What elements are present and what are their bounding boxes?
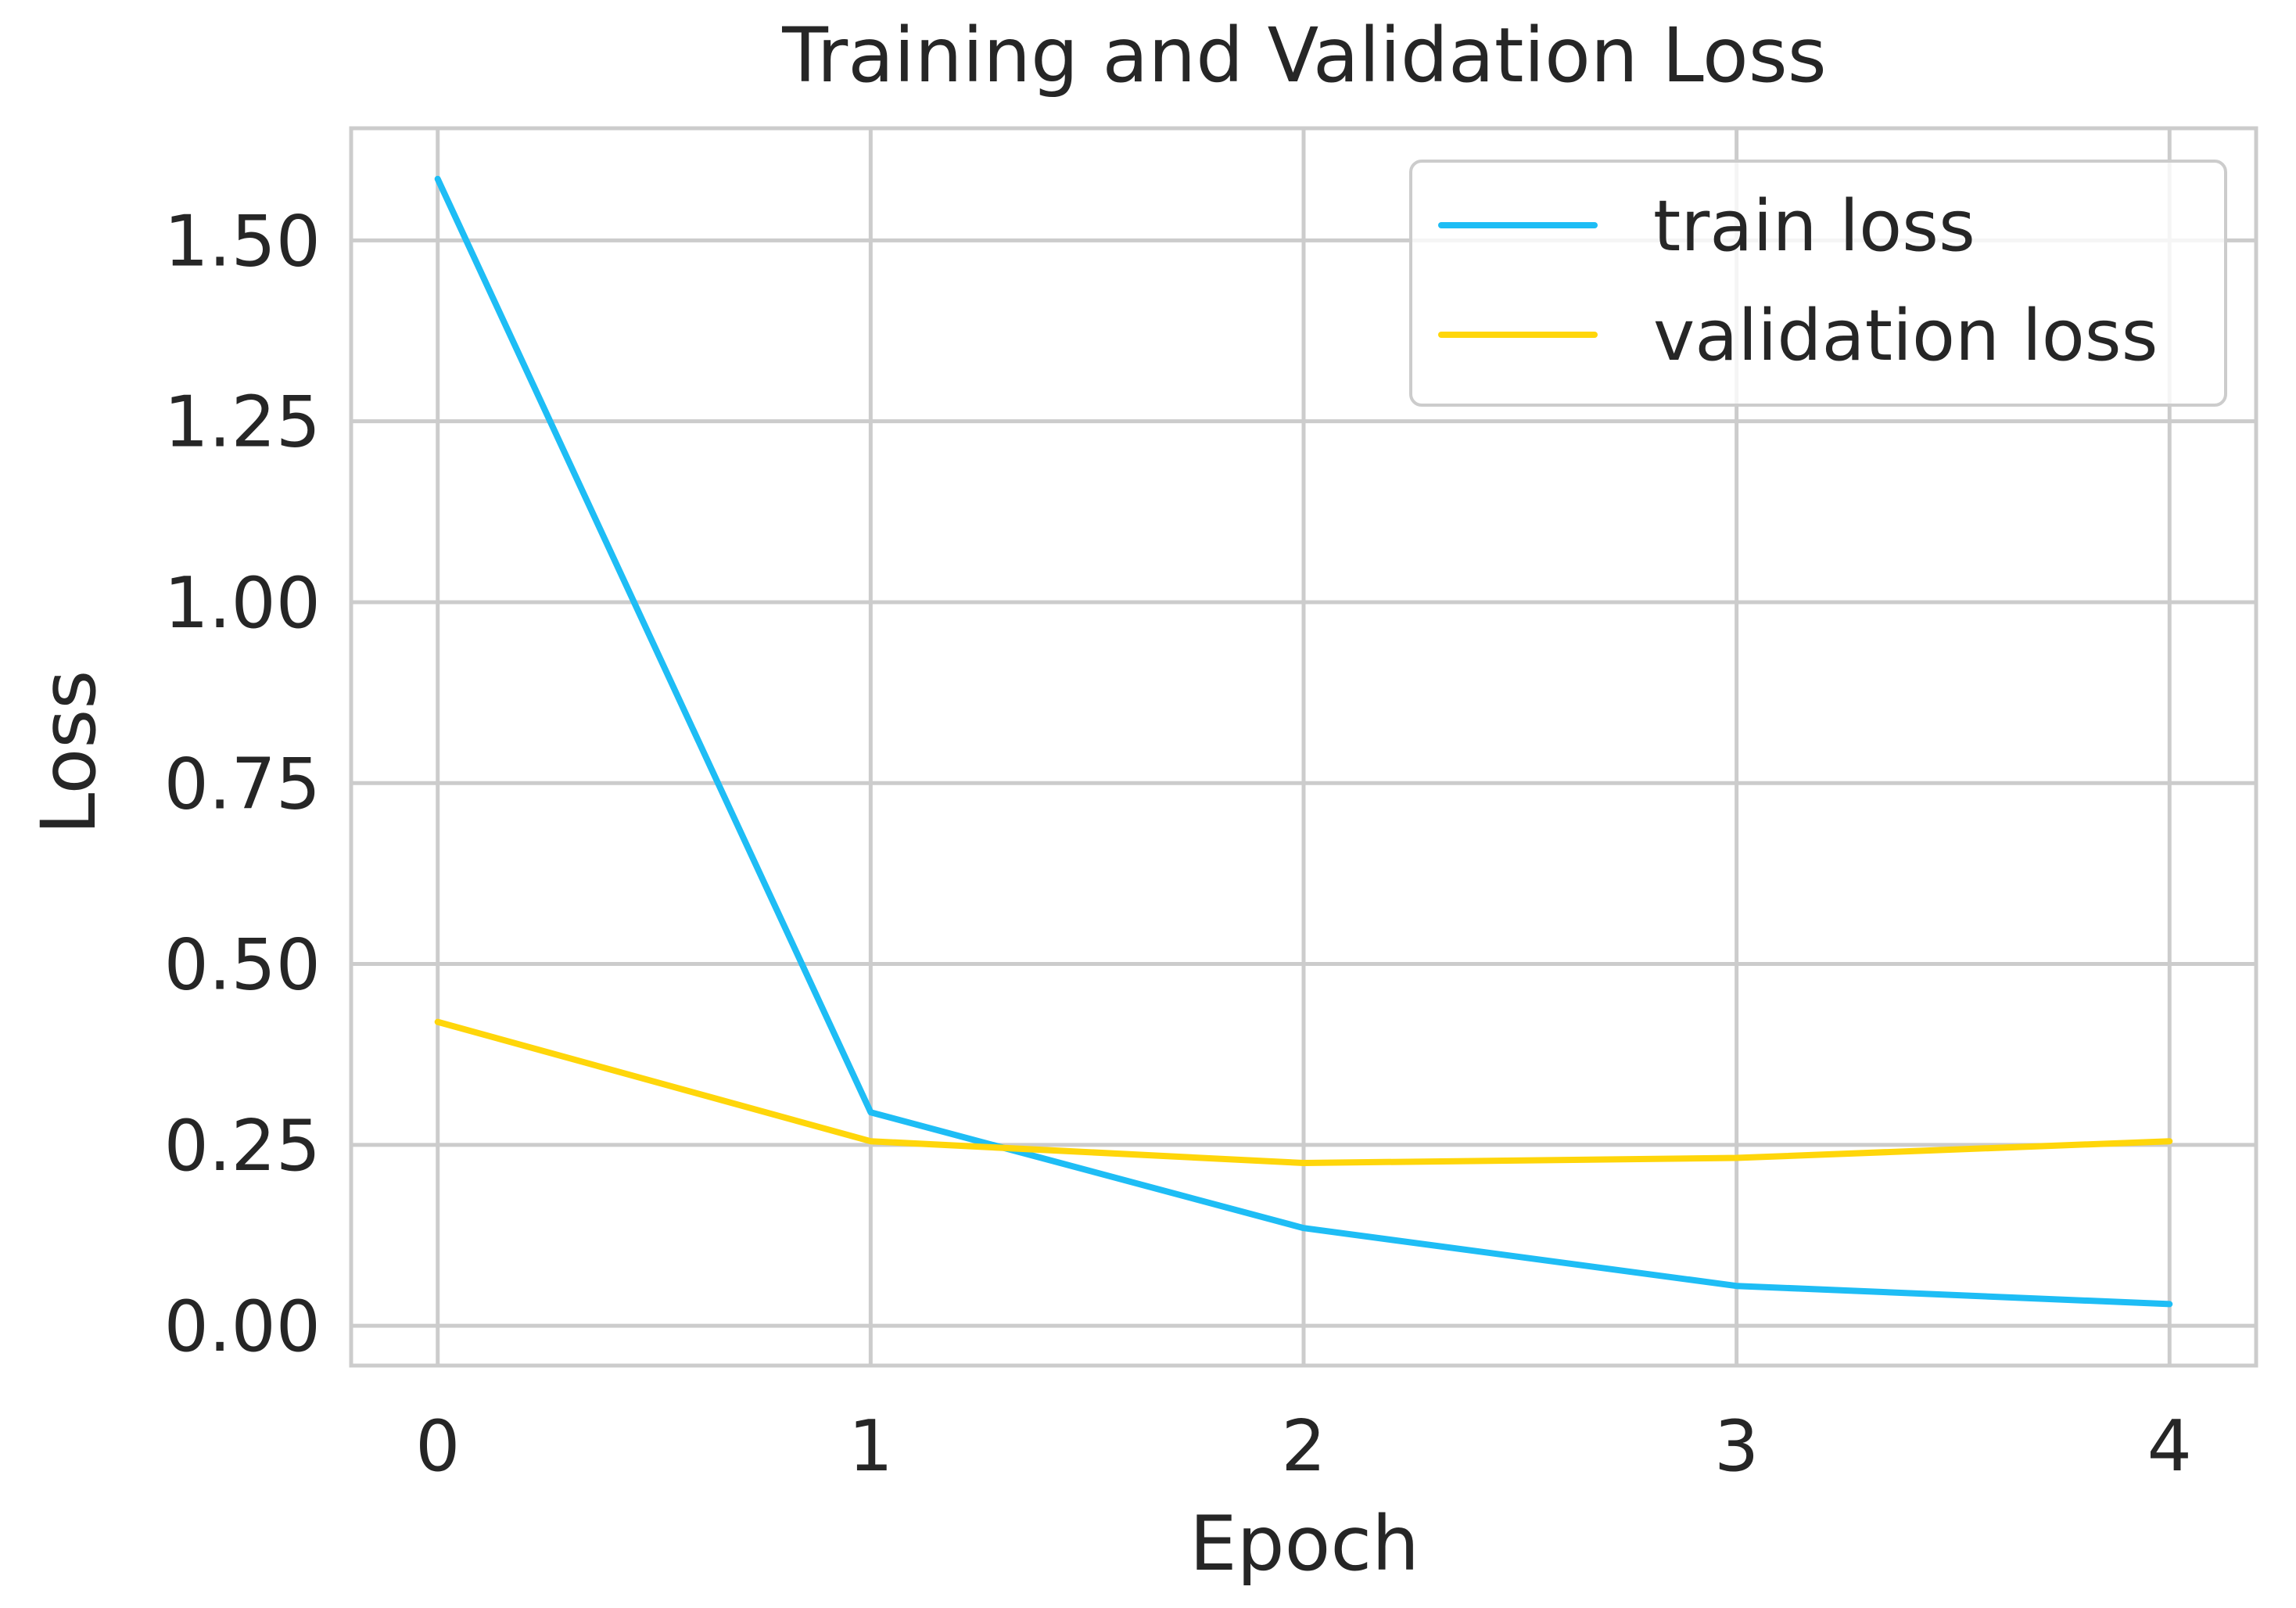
y-tick-label: 0.50 bbox=[164, 924, 321, 1007]
grid bbox=[351, 128, 2256, 1366]
x-tick-label: 3 bbox=[1714, 1405, 1759, 1488]
legend-box bbox=[1409, 160, 2227, 407]
x-axis-label: Epoch bbox=[1189, 1500, 1419, 1588]
y-tick-label: 1.50 bbox=[164, 200, 321, 282]
legend-label: train loss bbox=[1653, 185, 1975, 267]
y-axis-label: Loss bbox=[25, 670, 113, 835]
y-tick-label: 1.25 bbox=[164, 382, 321, 464]
x-tick-label: 1 bbox=[848, 1405, 893, 1488]
y-tick-label: 0.00 bbox=[164, 1286, 321, 1368]
y-tick-labels: 0.00 0.25 0.50 0.75 1.00 1.25 1.50 bbox=[164, 200, 321, 1368]
chart-title: Training and Validation Loss bbox=[781, 12, 1827, 99]
x-tick-label: 0 bbox=[415, 1405, 460, 1488]
x-tick-labels: 0 1 2 3 4 bbox=[415, 1405, 2192, 1488]
series-layer bbox=[434, 175, 2173, 1308]
x-tick-label: 4 bbox=[2147, 1405, 2192, 1488]
plot-frame bbox=[349, 126, 2258, 1368]
y-tick-label: 0.25 bbox=[164, 1105, 321, 1187]
y-tick-label: 0.75 bbox=[164, 743, 321, 825]
series-line-train-loss bbox=[434, 175, 2173, 1308]
x-tick-label: 2 bbox=[1281, 1405, 1326, 1488]
legend: train loss validation loss bbox=[1409, 160, 2227, 407]
series-line-validation-loss bbox=[434, 1018, 2173, 1166]
legend-label: validation loss bbox=[1653, 295, 2158, 377]
y-tick-label: 1.00 bbox=[164, 562, 321, 644]
